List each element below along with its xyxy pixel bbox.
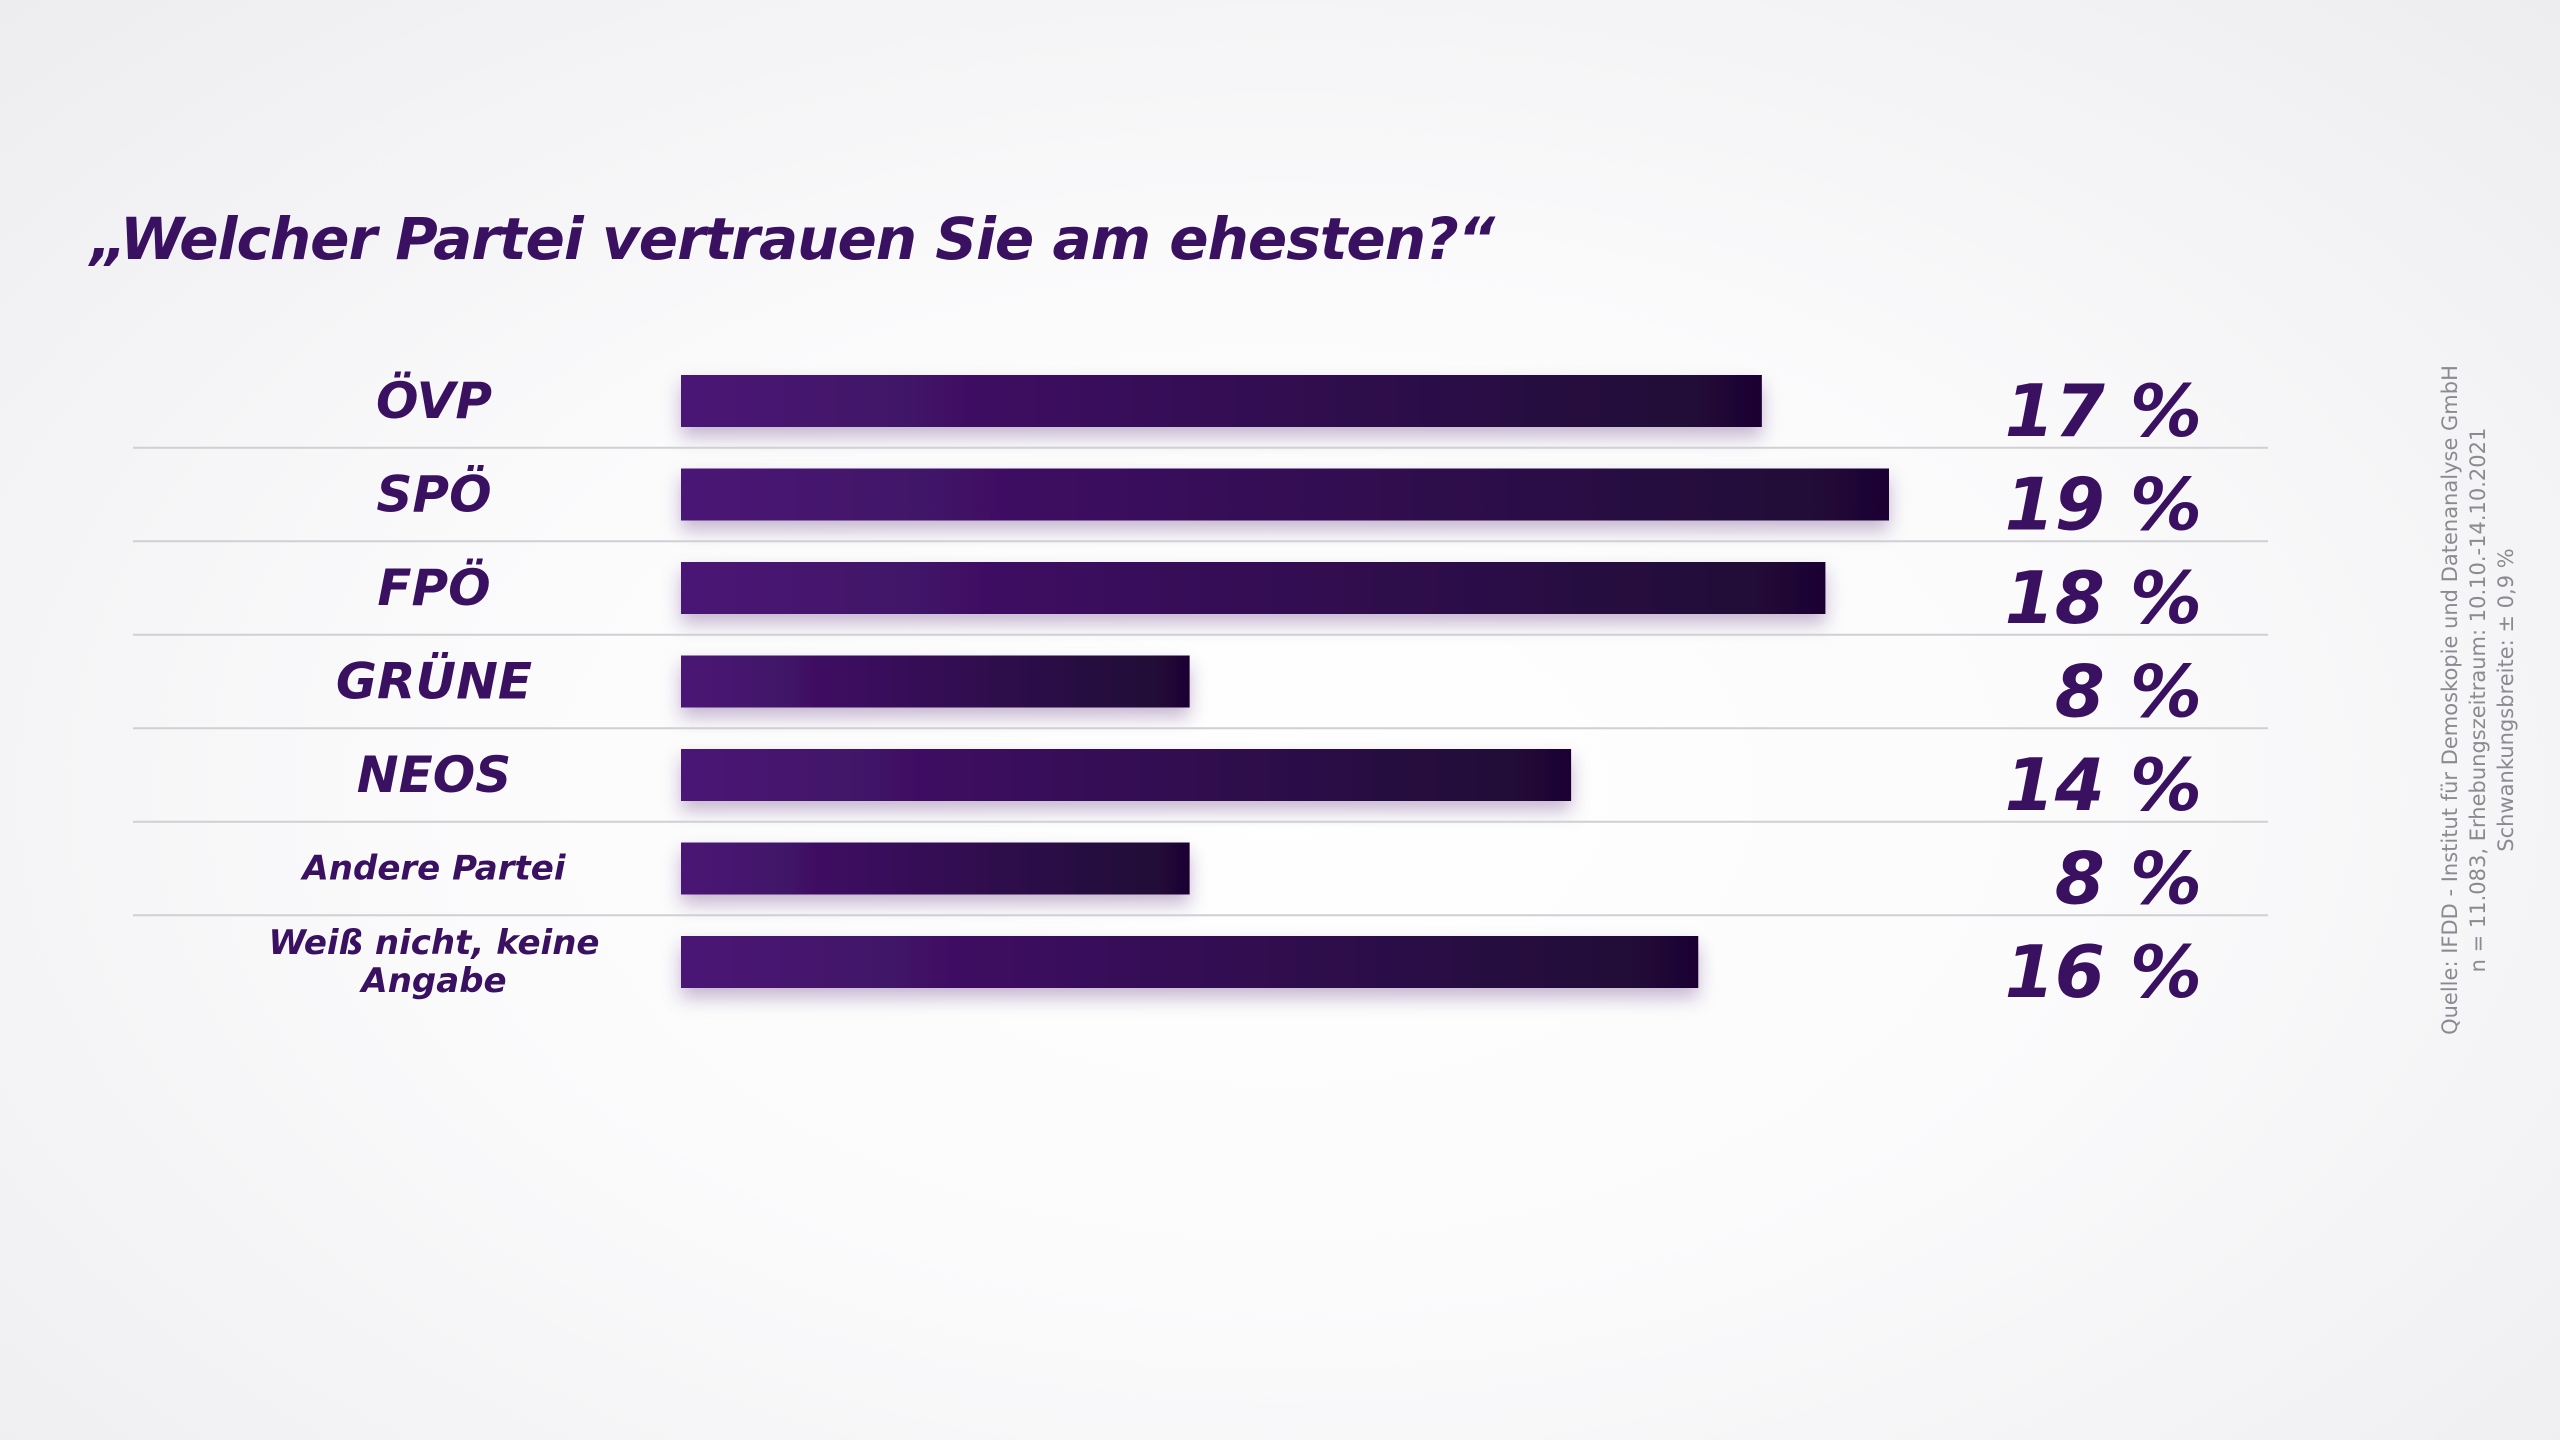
category-label-6: Andere Partei	[299, 849, 566, 889]
category-label-3: FPÖ	[377, 558, 490, 617]
source-line-1: Quelle: IFDD - Institut für Demoskopie u…	[2436, 350, 2464, 1050]
value-label-6: 8 %	[2055, 837, 2202, 921]
category-label-7: Weiß nicht, keine Angabe	[269, 923, 600, 1001]
value-label-3: 18 %	[2005, 556, 2202, 640]
bar-6	[681, 843, 1190, 895]
bar-2	[681, 469, 1889, 521]
value-label-2: 19 %	[2005, 463, 2202, 547]
value-label-1: 17 %	[2005, 369, 2202, 453]
bar-3	[681, 562, 1825, 614]
value-label-7: 16 %	[2005, 930, 2202, 1014]
source-line-3: Schwankungsbreite: ± 0,9 %	[2492, 350, 2520, 1050]
category-label-2: SPÖ	[376, 465, 491, 524]
value-label-4: 8 %	[2055, 650, 2202, 734]
bar-7	[681, 936, 1698, 988]
category-label-5: NEOS	[357, 746, 512, 804]
bar-4	[681, 656, 1190, 708]
source-note: Quelle: IFDD - Institut für Demoskopie u…	[2436, 350, 2520, 1050]
category-label-4: GRÜNE	[336, 652, 532, 711]
bar-5	[681, 749, 1571, 801]
value-label-5: 14 %	[2005, 743, 2202, 827]
bar-1	[681, 375, 1762, 427]
category-label-1: ÖVP	[376, 371, 492, 430]
source-line-2: n = 11.083, Erhebungszeitraum: 10.10.-14…	[2464, 350, 2492, 1050]
